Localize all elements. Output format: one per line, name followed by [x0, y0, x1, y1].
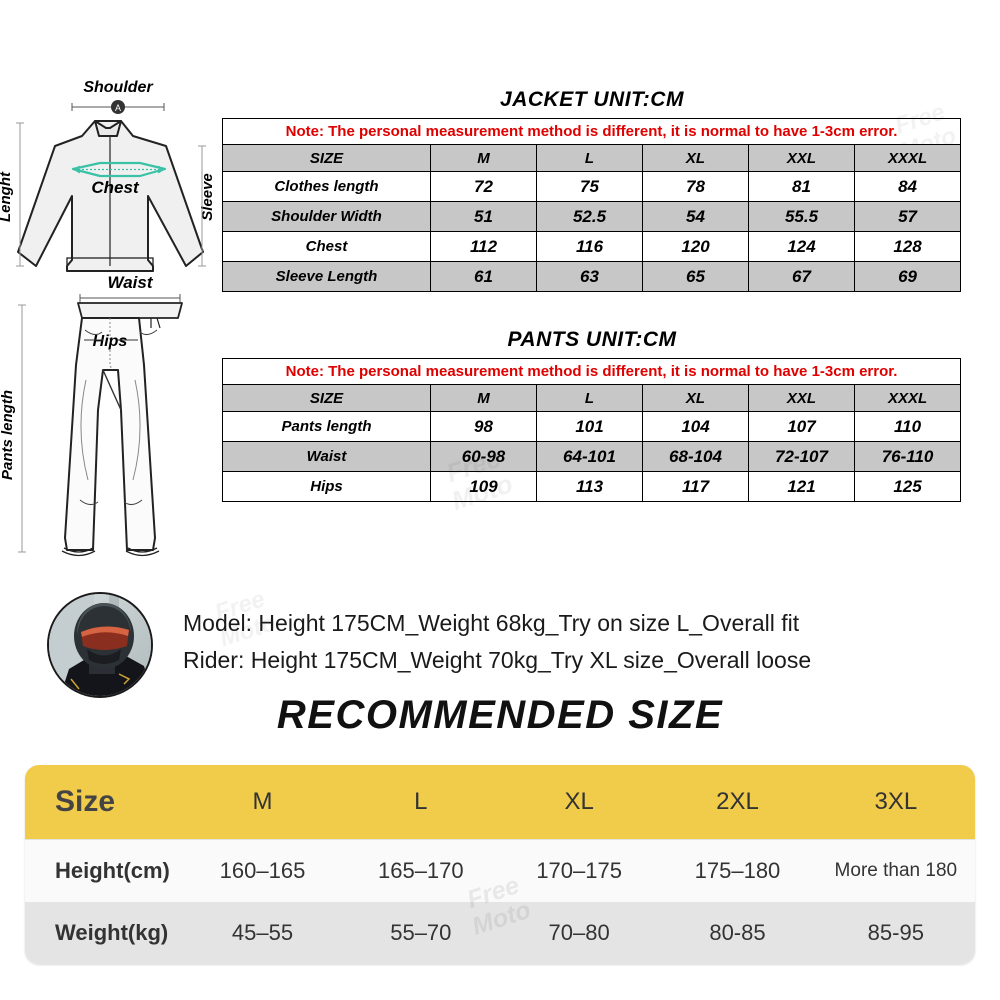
svg-text:Waist: Waist: [107, 273, 153, 292]
svg-text:Hips: Hips: [93, 333, 128, 350]
svg-text:Shoulder: Shoulder: [83, 79, 153, 96]
svg-text:Pants length: Pants length: [0, 390, 16, 480]
svg-text:Chest: Chest: [91, 178, 140, 197]
svg-text:A: A: [115, 103, 121, 113]
svg-text:Lenght: Lenght: [0, 171, 14, 222]
